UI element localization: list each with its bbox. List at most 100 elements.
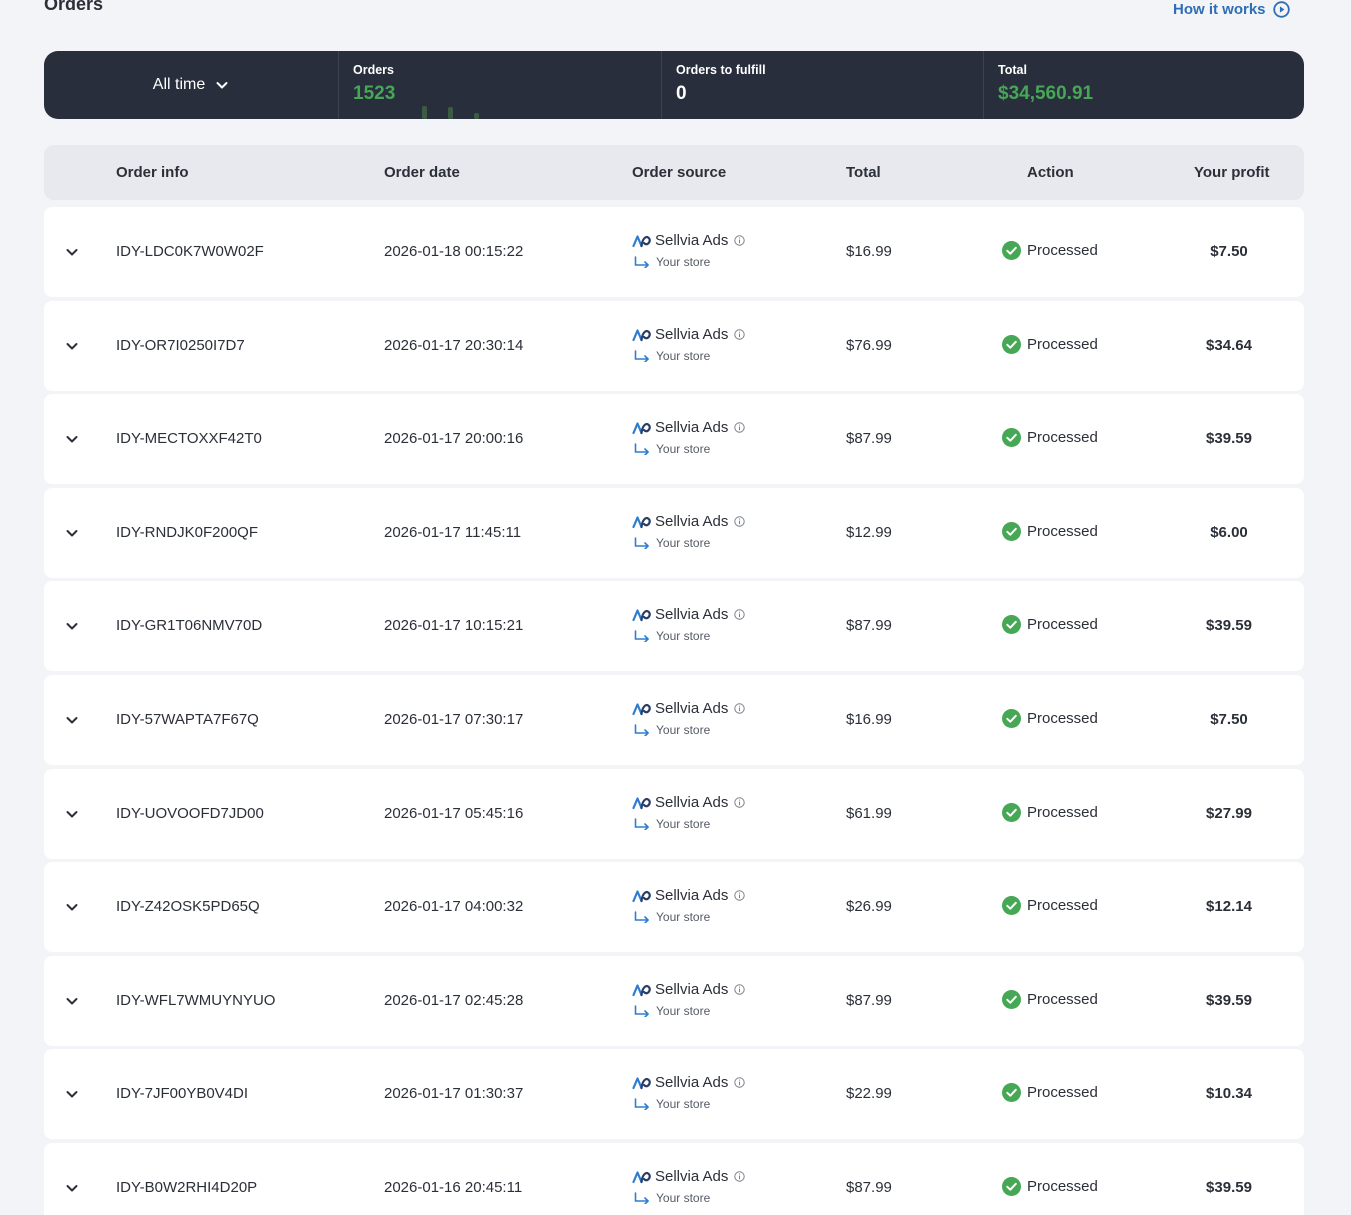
redirect-arrow-icon (634, 256, 651, 268)
check-circle-icon (1002, 803, 1021, 822)
table-row[interactable]: IDY-GR1T06NMV70D 2026-01-17 10:15:21 Sel… (44, 581, 1304, 671)
sellvia-logo-icon (632, 702, 651, 716)
check-circle-icon (1002, 522, 1021, 541)
status-label: Processed (1027, 1084, 1098, 1101)
order-source: Sellvia Ads Your store (632, 794, 746, 831)
expand-row-button[interactable] (63, 524, 81, 542)
status-label: Processed (1027, 897, 1098, 914)
table-row[interactable]: IDY-UOVOOFD7JD00 2026-01-17 05:45:16 Sel… (44, 769, 1304, 859)
chevron-down-icon (66, 436, 78, 443)
order-date: 2026-01-18 00:15:22 (384, 243, 524, 260)
store-name: Your store (656, 910, 711, 924)
redirect-arrow-icon (634, 1192, 651, 1204)
source-name: Sellvia Ads (655, 794, 729, 811)
stat-orders-label: Orders (353, 63, 394, 77)
table-row[interactable]: IDY-RNDJK0F200QF 2026-01-17 11:45:11 Sel… (44, 488, 1304, 578)
redirect-arrow-icon (634, 443, 651, 455)
order-date: 2026-01-17 04:00:32 (384, 898, 524, 915)
order-date: 2026-01-17 11:45:11 (384, 524, 522, 541)
table-row[interactable]: IDY-7JF00YB0V4DI 2026-01-17 01:30:37 Sel… (44, 1049, 1304, 1139)
sellvia-logo-icon (632, 328, 651, 342)
info-icon[interactable] (734, 329, 746, 340)
expand-row-button[interactable] (63, 430, 81, 448)
sellvia-logo-icon (632, 889, 651, 903)
table-row[interactable]: IDY-LDC0K7W0W02F 2026-01-18 00:15:22 Sel… (44, 207, 1304, 297)
table-row[interactable]: IDY-Z42OSK5PD65Q 2026-01-17 04:00:32 Sel… (44, 862, 1304, 952)
stat-total: Total $34,560.91 (983, 51, 1304, 119)
status-label: Processed (1027, 991, 1098, 1008)
table-row[interactable]: IDY-B0W2RHI4D20P 2026-01-16 20:45:11 Sel… (44, 1143, 1304, 1215)
source-name: Sellvia Ads (655, 513, 729, 530)
info-icon[interactable] (734, 1077, 746, 1088)
stat-total-value: $34,560.91 (998, 83, 1094, 104)
stat-orders-value: 1523 (353, 83, 396, 104)
order-total: $16.99 (846, 711, 892, 728)
info-icon[interactable] (734, 609, 746, 620)
chevron-down-icon (66, 998, 78, 1005)
order-profit: $7.50 (1210, 243, 1248, 260)
stats-bar: All time Orders 1523 Orders to fulfill 0… (44, 51, 1304, 119)
order-total: $76.99 (846, 337, 892, 354)
order-total: $87.99 (846, 617, 892, 634)
check-circle-icon (1002, 1177, 1021, 1196)
info-icon[interactable] (734, 984, 746, 995)
info-icon[interactable] (734, 235, 746, 246)
orders-sparkline (422, 106, 479, 119)
source-name: Sellvia Ads (655, 232, 729, 249)
info-icon[interactable] (734, 797, 746, 808)
source-name: Sellvia Ads (655, 419, 729, 436)
order-profit: $39.59 (1206, 617, 1252, 634)
order-total: $61.99 (846, 805, 892, 822)
order-profit: $27.99 (1206, 805, 1252, 822)
order-date: 2026-01-17 20:30:14 (384, 337, 524, 354)
order-status: Processed (1002, 241, 1098, 260)
order-id: IDY-UOVOOFD7JD00 (116, 805, 264, 822)
order-source: Sellvia Ads Your store (632, 513, 746, 550)
order-id: IDY-MECTOXXF42T0 (116, 430, 262, 447)
info-icon[interactable] (734, 890, 746, 901)
expand-row-button[interactable] (63, 1179, 81, 1197)
expand-row-button[interactable] (63, 617, 81, 635)
table-row[interactable]: IDY-WFL7WMUYNYUO 2026-01-17 02:45:28 Sel… (44, 956, 1304, 1046)
expand-row-button[interactable] (63, 711, 81, 729)
page-title: Orders (44, 0, 104, 14)
order-id: IDY-OR7I0250I7D7 (116, 337, 245, 354)
column-total: Total (846, 164, 881, 181)
source-name: Sellvia Ads (655, 1168, 729, 1185)
status-label: Processed (1027, 1178, 1098, 1195)
order-status: Processed (1002, 522, 1098, 541)
sellvia-logo-icon (632, 234, 651, 248)
period-label: All time (152, 76, 206, 93)
check-circle-icon (1002, 335, 1021, 354)
info-icon[interactable] (734, 516, 746, 527)
check-circle-icon (1002, 1083, 1021, 1102)
order-id: IDY-Z42OSK5PD65Q (116, 898, 260, 915)
table-header: Order info Order date Order source Total… (44, 145, 1304, 200)
expand-row-button[interactable] (63, 992, 81, 1010)
how-it-works-link[interactable]: How it works (1173, 1, 1290, 18)
table-row[interactable]: IDY-57WAPTA7F67Q 2026-01-17 07:30:17 Sel… (44, 675, 1304, 765)
info-icon[interactable] (734, 422, 746, 433)
order-status: Processed (1002, 1177, 1098, 1196)
info-icon[interactable] (734, 1171, 746, 1182)
column-order-date: Order date (384, 164, 460, 181)
chevron-down-icon (66, 904, 78, 911)
expand-row-button[interactable] (63, 898, 81, 916)
table-row[interactable]: IDY-MECTOXXF42T0 2026-01-17 20:00:16 Sel… (44, 394, 1304, 484)
store-name: Your store (656, 817, 711, 831)
order-id: IDY-WFL7WMUYNYUO (116, 992, 276, 1009)
order-status: Processed (1002, 428, 1098, 447)
order-total: $16.99 (846, 243, 892, 260)
chevron-down-icon (66, 343, 78, 350)
stat-orders-to-fulfill: Orders to fulfill 0 (661, 51, 983, 119)
info-icon[interactable] (734, 703, 746, 714)
expand-row-button[interactable] (63, 805, 81, 823)
check-circle-icon (1002, 241, 1021, 260)
order-total: $12.99 (846, 524, 892, 541)
order-total: $87.99 (846, 430, 892, 447)
expand-row-button[interactable] (63, 1085, 81, 1103)
expand-row-button[interactable] (63, 337, 81, 355)
expand-row-button[interactable] (63, 243, 81, 261)
table-row[interactable]: IDY-OR7I0250I7D7 2026-01-17 20:30:14 Sel… (44, 301, 1304, 391)
period-dropdown[interactable]: All time (44, 51, 338, 119)
